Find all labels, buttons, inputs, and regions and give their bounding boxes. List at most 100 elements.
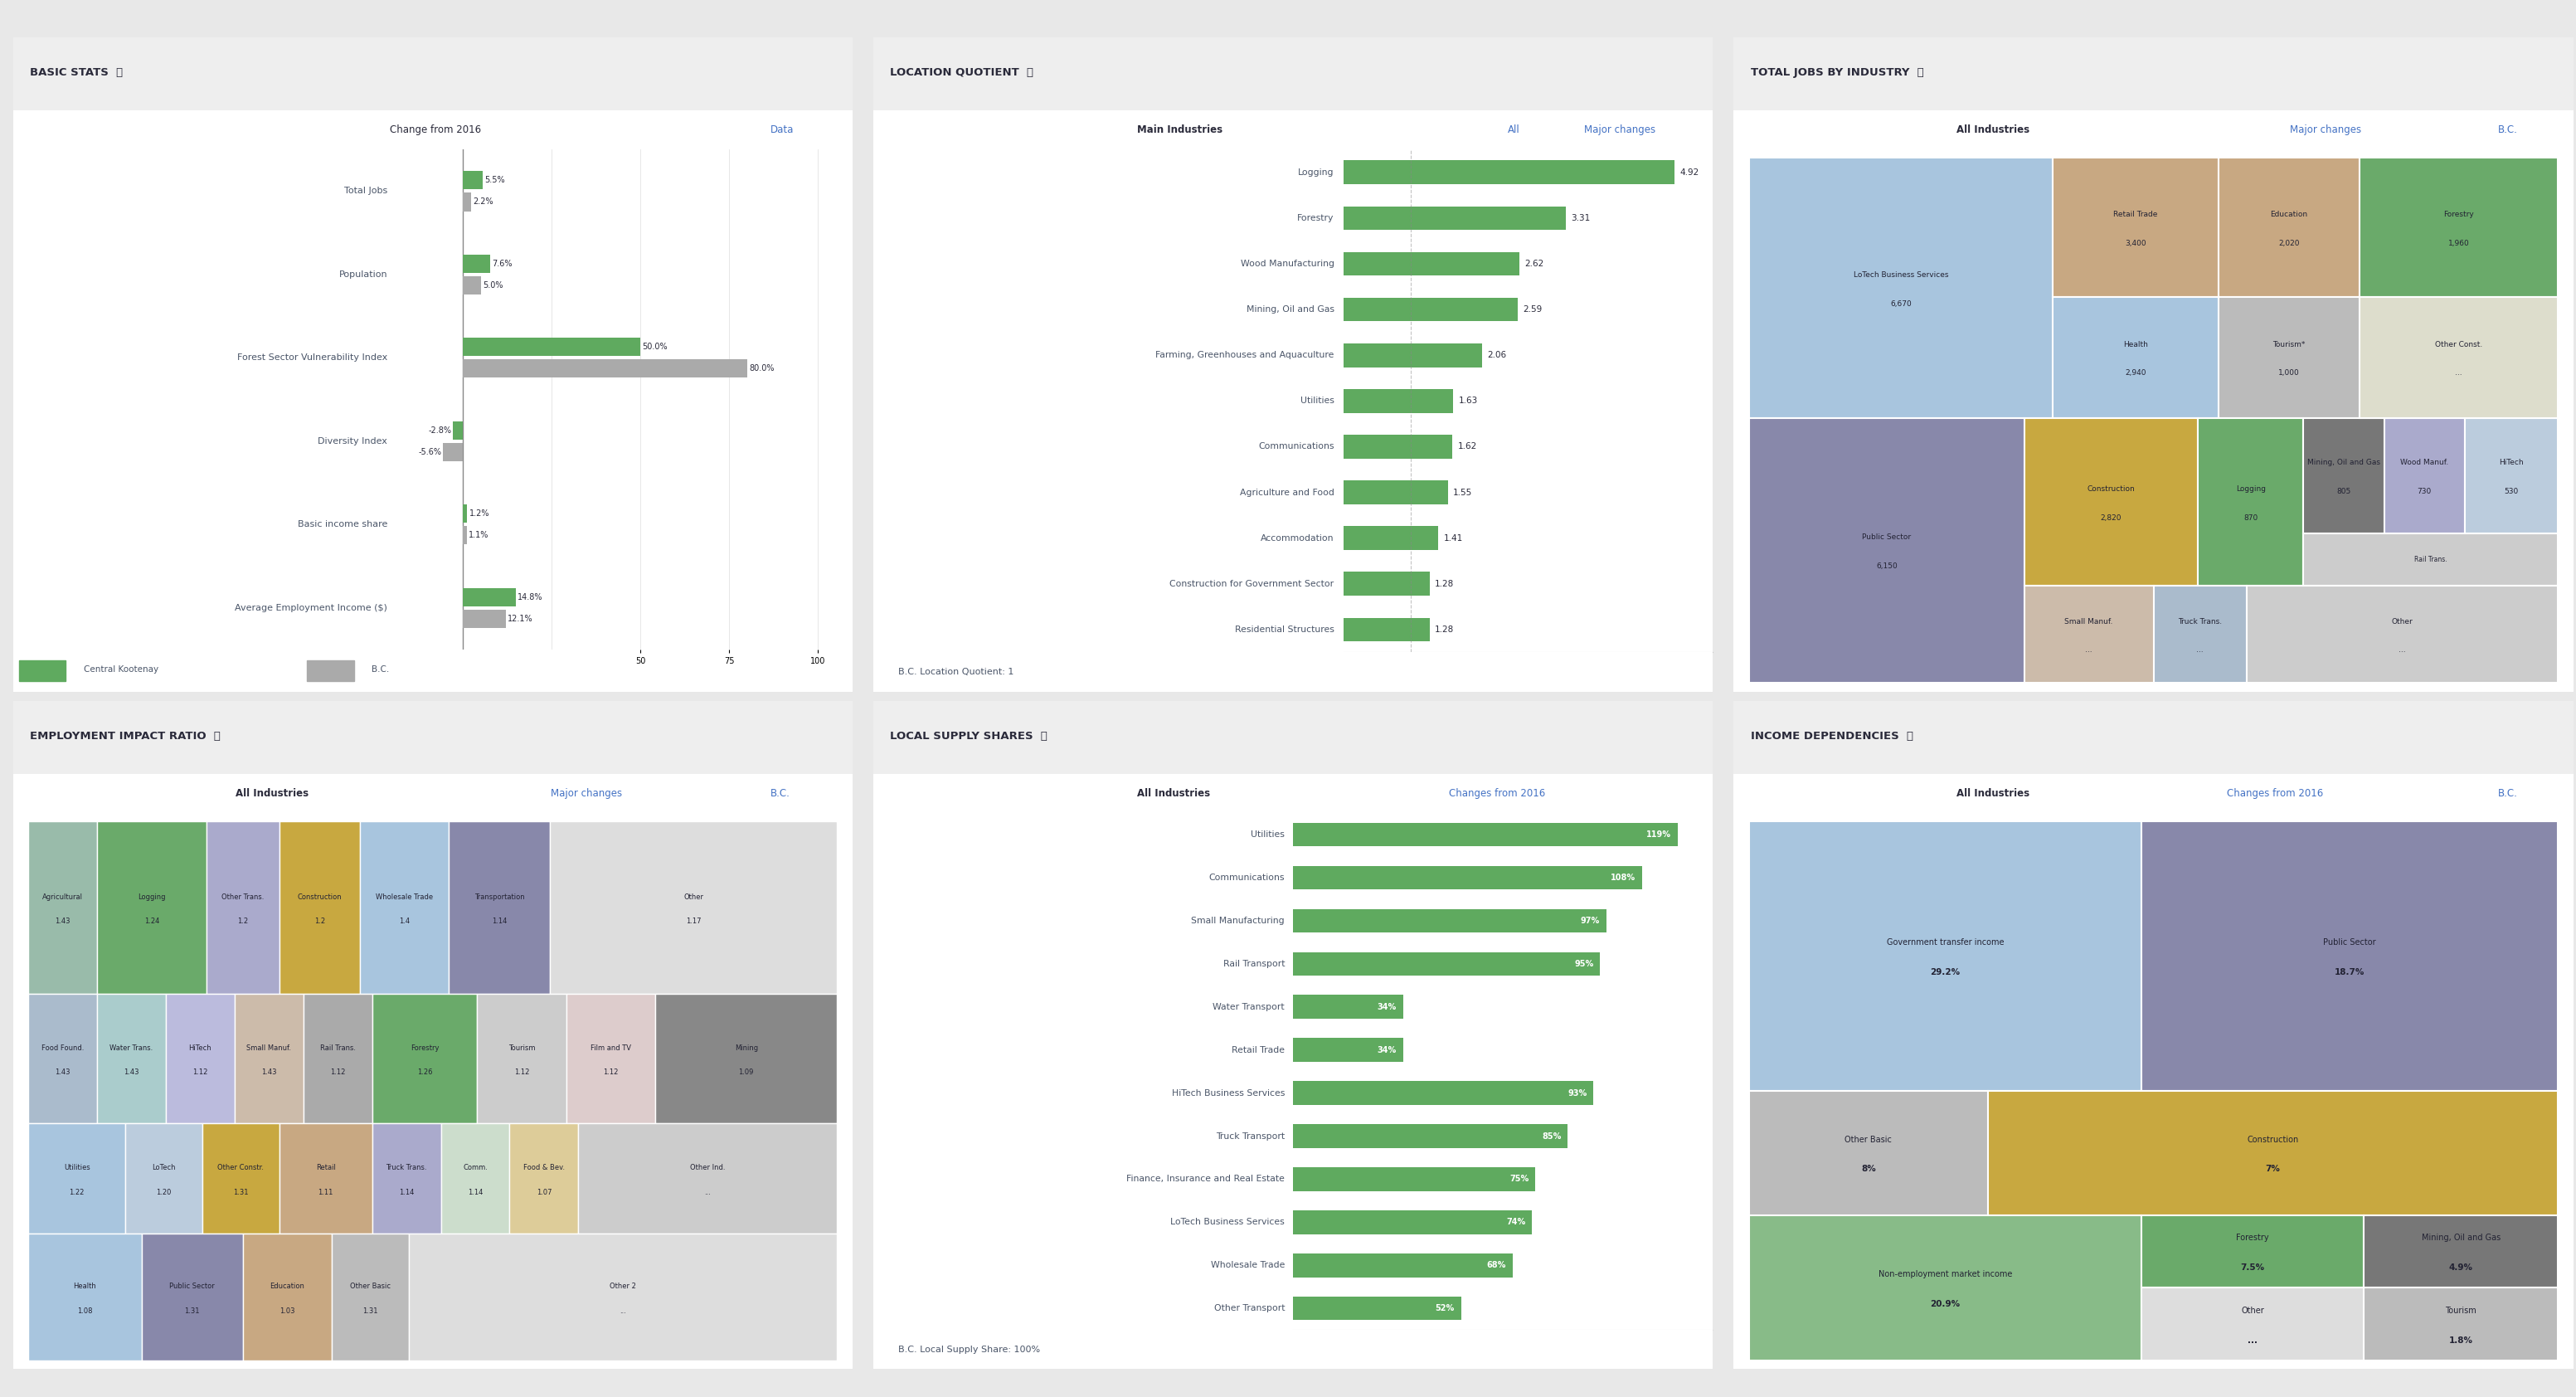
Text: 7.5%: 7.5% xyxy=(2241,1263,2264,1271)
Bar xyxy=(332,1234,410,1361)
Bar xyxy=(464,504,466,522)
Text: 2,940: 2,940 xyxy=(2125,369,2146,377)
Text: Diversity Index: Diversity Index xyxy=(317,437,386,446)
Bar xyxy=(2141,1288,2365,1361)
Bar xyxy=(2025,418,2197,585)
Text: Small Manuf.: Small Manuf. xyxy=(247,1044,291,1052)
Bar xyxy=(2303,534,2558,585)
Text: Main Industries: Main Industries xyxy=(1136,124,1224,136)
Text: 1.43: 1.43 xyxy=(54,1069,70,1076)
Bar xyxy=(1345,161,1674,184)
Text: Major changes: Major changes xyxy=(2290,124,2362,136)
Text: LoTech Business Services: LoTech Business Services xyxy=(1170,1218,1285,1227)
Bar xyxy=(477,995,567,1123)
Text: Food Found.: Food Found. xyxy=(41,1044,85,1052)
Bar xyxy=(307,661,353,682)
Text: Wholesale Trade: Wholesale Trade xyxy=(1211,1261,1285,1270)
Text: Utilities: Utilities xyxy=(64,1164,90,1172)
Text: Construction: Construction xyxy=(296,893,343,901)
Bar xyxy=(448,821,551,995)
Text: 34%: 34% xyxy=(1378,1003,1396,1011)
Text: Finance, Insurance and Real Estate: Finance, Insurance and Real Estate xyxy=(1126,1175,1285,1183)
Text: 1.31: 1.31 xyxy=(363,1308,379,1315)
Text: ...: ... xyxy=(2197,647,2202,654)
Text: 1.14: 1.14 xyxy=(399,1189,415,1196)
Text: Other Basic: Other Basic xyxy=(1844,1136,1891,1144)
Text: Health: Health xyxy=(2123,341,2148,348)
Text: 8%: 8% xyxy=(1860,1165,1875,1173)
Text: 1.14: 1.14 xyxy=(492,918,507,925)
Bar xyxy=(453,422,464,440)
Text: Water Transport: Water Transport xyxy=(1213,1003,1285,1011)
Bar xyxy=(464,277,482,295)
Text: Other Ind.: Other Ind. xyxy=(690,1164,726,1172)
Text: 1.41: 1.41 xyxy=(1443,534,1463,542)
Bar xyxy=(567,995,654,1123)
Bar xyxy=(361,821,448,995)
Bar xyxy=(1293,823,1677,847)
Text: 1.31: 1.31 xyxy=(185,1308,201,1315)
Bar xyxy=(1749,821,2141,1091)
Text: Other Transport: Other Transport xyxy=(1213,1305,1285,1313)
Text: 1.43: 1.43 xyxy=(260,1069,276,1076)
Text: Truck Trans.: Truck Trans. xyxy=(2179,617,2223,624)
Text: 1.08: 1.08 xyxy=(77,1308,93,1315)
Text: 1.03: 1.03 xyxy=(281,1308,294,1315)
Text: Non-employment market income: Non-employment market income xyxy=(1878,1270,2012,1278)
Text: Water Trans.: Water Trans. xyxy=(111,1044,152,1052)
Bar xyxy=(142,1234,242,1361)
Text: 1.12: 1.12 xyxy=(330,1069,345,1076)
Bar xyxy=(165,995,234,1123)
Bar xyxy=(464,172,482,190)
Text: 1.2%: 1.2% xyxy=(469,510,489,518)
Text: HiTech Business Services: HiTech Business Services xyxy=(1172,1088,1285,1097)
Bar xyxy=(242,1234,332,1361)
Text: INCOME DEPENDENCIES  ⓘ: INCOME DEPENDENCIES ⓘ xyxy=(1752,731,1914,742)
Text: 4.9%: 4.9% xyxy=(2450,1263,2473,1271)
Text: Change from 2016: Change from 2016 xyxy=(389,124,482,136)
Text: 34%: 34% xyxy=(1378,1046,1396,1055)
Text: Rail Trans.: Rail Trans. xyxy=(2414,556,2447,563)
Text: ...: ... xyxy=(703,1189,711,1196)
Text: HiTech: HiTech xyxy=(2499,458,2524,467)
Text: Other Const.: Other Const. xyxy=(2434,341,2483,348)
Bar xyxy=(98,995,165,1123)
Text: 1.31: 1.31 xyxy=(232,1189,247,1196)
Text: 2.62: 2.62 xyxy=(1525,260,1543,268)
Text: 97%: 97% xyxy=(1582,916,1600,925)
Text: ...: ... xyxy=(2398,647,2406,654)
Text: Food & Bev.: Food & Bev. xyxy=(523,1164,564,1172)
Bar xyxy=(2025,585,2154,683)
Bar xyxy=(654,995,837,1123)
Bar xyxy=(2197,418,2303,585)
Text: LoTech Business Services: LoTech Business Services xyxy=(1852,271,1947,278)
Bar xyxy=(1345,617,1430,641)
Text: Mining, Oil and Gas: Mining, Oil and Gas xyxy=(1247,306,1334,314)
Text: Forestry: Forestry xyxy=(410,1044,438,1052)
Bar xyxy=(440,1123,510,1234)
Bar xyxy=(1293,1081,1595,1105)
Text: Mining, Oil and Gas: Mining, Oil and Gas xyxy=(2308,458,2380,467)
Bar xyxy=(28,1123,126,1234)
Bar xyxy=(2383,418,2465,534)
Text: Other: Other xyxy=(2391,617,2414,624)
Bar xyxy=(206,821,278,995)
Text: Logging: Logging xyxy=(137,893,165,901)
Bar xyxy=(2360,158,2558,298)
Text: -5.6%: -5.6% xyxy=(417,448,440,457)
Text: HiTech: HiTech xyxy=(188,1044,211,1052)
Text: 6,150: 6,150 xyxy=(1875,563,1899,570)
Bar xyxy=(1749,1215,2141,1361)
Text: 2,820: 2,820 xyxy=(2099,514,2123,521)
Text: 1.8%: 1.8% xyxy=(2450,1337,2473,1344)
Text: 80.0%: 80.0% xyxy=(750,365,775,373)
Bar xyxy=(2465,418,2558,534)
Bar xyxy=(1345,434,1453,458)
Text: Tourism*: Tourism* xyxy=(2272,341,2306,348)
Text: B.C.: B.C. xyxy=(371,665,389,673)
Text: Logging: Logging xyxy=(2236,485,2264,493)
Bar xyxy=(1345,344,1481,367)
Text: 1.14: 1.14 xyxy=(469,1189,482,1196)
Bar xyxy=(1345,481,1448,504)
Bar xyxy=(410,1234,837,1361)
